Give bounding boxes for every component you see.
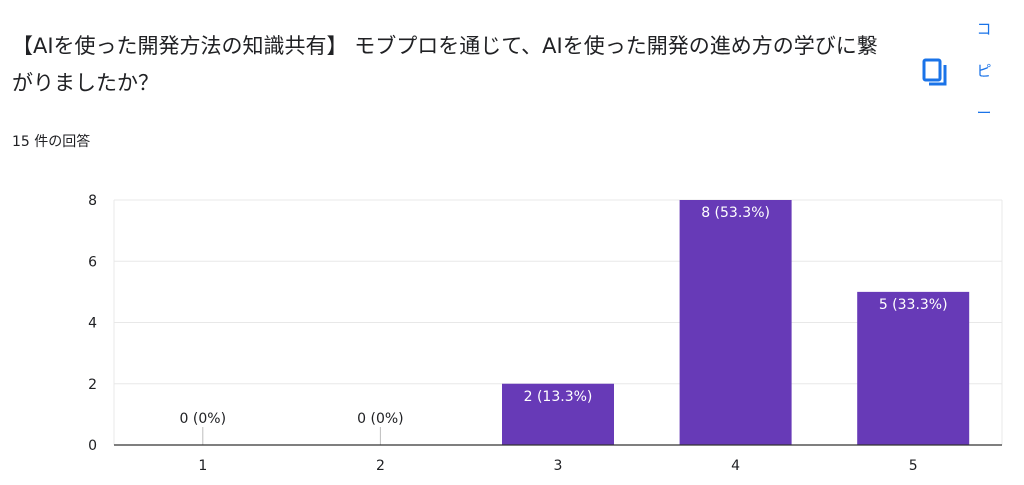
bar-data-label: 5 (33.3%) bbox=[879, 297, 948, 313]
x-tick-label: 4 bbox=[731, 458, 740, 474]
x-tick-label: 2 bbox=[376, 458, 385, 474]
copy-label-char-2: ピ bbox=[976, 62, 992, 80]
x-tick-label: 5 bbox=[909, 458, 918, 474]
bar-data-label: 8 (53.3%) bbox=[701, 205, 770, 221]
question-title: 【AIを使った開発方法の知識共有】 モブプロを通じて、AIを使った開発の進め方の… bbox=[12, 34, 878, 95]
x-tick-label: 3 bbox=[554, 458, 563, 474]
bar bbox=[857, 291, 970, 445]
x-tick-label: 1 bbox=[198, 458, 207, 474]
response-count: 15 件の回答 bbox=[12, 134, 91, 150]
y-tick-label: 6 bbox=[88, 254, 97, 270]
copy-label-char-1: コ bbox=[976, 20, 992, 38]
copy-label[interactable]: コ ピ ー bbox=[972, 8, 996, 134]
y-tick-label: 2 bbox=[88, 377, 97, 393]
copy-button[interactable] bbox=[918, 54, 954, 92]
bar bbox=[502, 383, 614, 445]
y-tick-label: 8 bbox=[88, 193, 97, 209]
bar-data-label: 0 (0%) bbox=[180, 411, 227, 427]
copy-icon bbox=[922, 58, 947, 86]
y-tick-label: 0 bbox=[88, 438, 97, 454]
bar-data-label: 0 (0%) bbox=[357, 411, 404, 427]
copy-label-char-3: ー bbox=[976, 104, 992, 122]
y-tick-label: 4 bbox=[88, 316, 97, 332]
bar-data-label: 2 (13.3%) bbox=[524, 389, 593, 405]
bar bbox=[679, 200, 792, 445]
